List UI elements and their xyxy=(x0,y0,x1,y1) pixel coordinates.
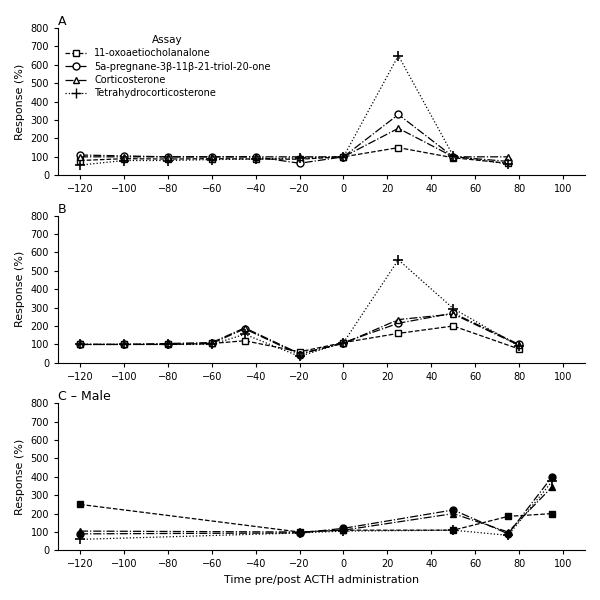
Text: A: A xyxy=(58,15,67,28)
Legend: 11-oxoaetiocholanalone, 5a-pregnane-3β-11β-21-triol-20-one, Corticosterone, Tetr: 11-oxoaetiocholanalone, 5a-pregnane-3β-1… xyxy=(61,31,274,103)
Y-axis label: Response (%): Response (%) xyxy=(15,251,25,328)
Y-axis label: Response (%): Response (%) xyxy=(15,439,25,515)
Text: B: B xyxy=(58,203,67,215)
Y-axis label: Response (%): Response (%) xyxy=(15,64,25,140)
X-axis label: Time pre/post ACTH administration: Time pre/post ACTH administration xyxy=(224,575,419,585)
Text: C – Male: C – Male xyxy=(58,390,111,403)
